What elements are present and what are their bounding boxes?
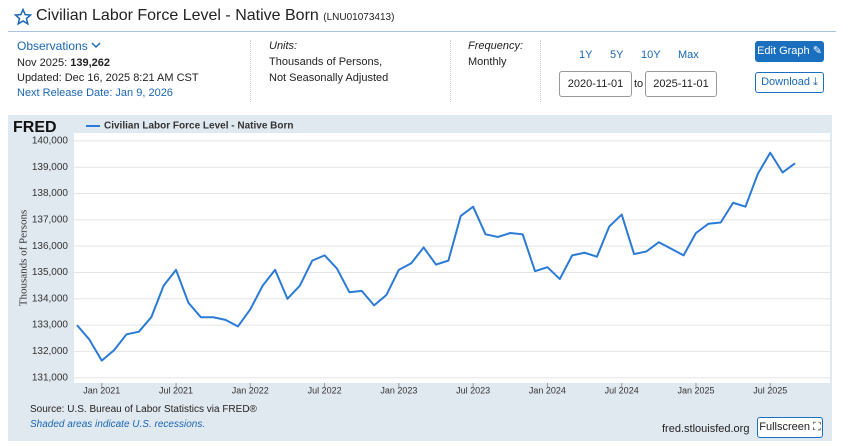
y-tick-label: 137,000 (32, 214, 69, 225)
observations-toggle[interactable]: Observations (17, 39, 101, 53)
x-tick-label: Jul 2023 (456, 385, 490, 395)
chevron (91, 42, 101, 49)
y-tick-label: 133,000 (32, 320, 69, 331)
y-tick-label: 139,000 (32, 162, 69, 173)
start-date-input[interactable]: 2020-11-01 (559, 71, 632, 97)
fullscreen-text: Fullscreen (759, 421, 810, 433)
x-tick-label: Jul 2024 (605, 385, 639, 395)
x-tick-label: Jul 2025 (753, 385, 787, 395)
range-button[interactable]: 5Y (610, 49, 624, 61)
x-tick-label: Jul 2021 (159, 385, 193, 395)
obs-value: 139,262 (70, 57, 110, 69)
y-tick-label: 138,000 (32, 188, 69, 199)
frequency-label: Frequency: (468, 40, 524, 52)
source: Source: U.S. Bureau of Labor Statistics … (30, 404, 257, 415)
latest-observation: Nov 2025: 139,262 (17, 57, 110, 69)
series-line (76, 151, 796, 362)
series-id: (LNU01073413) (323, 12, 395, 23)
range-button[interactable]: 1Y (579, 49, 593, 61)
separator (540, 40, 541, 102)
legend-label: Civilian Labor Force Level - Native Born (104, 121, 294, 132)
x-tick-label: Jan 2023 (380, 385, 417, 395)
y-tick-label: 131,000 (32, 372, 69, 383)
obs-date: Nov 2025: (17, 57, 68, 69)
x-tick-label: Jan 2025 (677, 385, 714, 395)
separator (250, 40, 251, 102)
series-title: Civilian Labor Force Level - Native Born (36, 7, 319, 24)
x-tick-label: Jan 2022 (232, 385, 269, 395)
x-tick-label: Jul 2022 (308, 385, 342, 395)
updated: Updated: Dec 16, 2025 8:21 AM CST (17, 72, 199, 84)
favorite-star[interactable] (14, 8, 32, 26)
end-date-input[interactable]: 2025-11-01 (645, 71, 717, 97)
y-tick-label: 134,000 (32, 293, 69, 304)
range-button[interactable]: 10Y (641, 49, 661, 61)
separator (450, 40, 451, 102)
frequency-value: Monthly (468, 56, 507, 68)
x-tick-label: Jan 2021 (83, 385, 120, 395)
recessions-note: Shaded areas indicate U.S. recessions. (30, 419, 206, 430)
range-button[interactable]: Max (678, 49, 699, 61)
edit-graph-button[interactable]: Edit Graph ✎ (755, 41, 824, 62)
download-text: Download (761, 76, 810, 88)
units-line: Thousands of Persons, (269, 56, 383, 68)
edit-graph-text: Edit Graph (757, 45, 810, 57)
y-tick-label: 132,000 (32, 346, 69, 357)
site-url: fred.stlouisfed.org (662, 423, 750, 435)
y-tick-label: 135,000 (32, 267, 69, 278)
units-line: Not Seasonally Adjusted (269, 72, 389, 84)
units-label: Units: (269, 40, 298, 52)
next-release[interactable]: Next Release Date: Jan 9, 2026 (17, 87, 173, 99)
fred-logo: FRED (13, 119, 57, 136)
fullscreen-button[interactable]: Fullscreen ⛶ (757, 417, 823, 438)
y-tick-label: 136,000 (32, 241, 69, 252)
page-title: Civilian Labor Force Level - Native Born… (36, 7, 394, 25)
header-rule (8, 31, 836, 32)
y-tick-label: 140,000 (32, 136, 69, 147)
y-axis-label: Thousands of Persons (18, 210, 30, 307)
plot-area (74, 133, 830, 383)
download-button[interactable]: Download ⤓ (755, 72, 824, 93)
observations-label: Observations (17, 39, 88, 53)
to-label: to (634, 78, 644, 90)
x-tick-label: Jan 2024 (529, 385, 566, 395)
